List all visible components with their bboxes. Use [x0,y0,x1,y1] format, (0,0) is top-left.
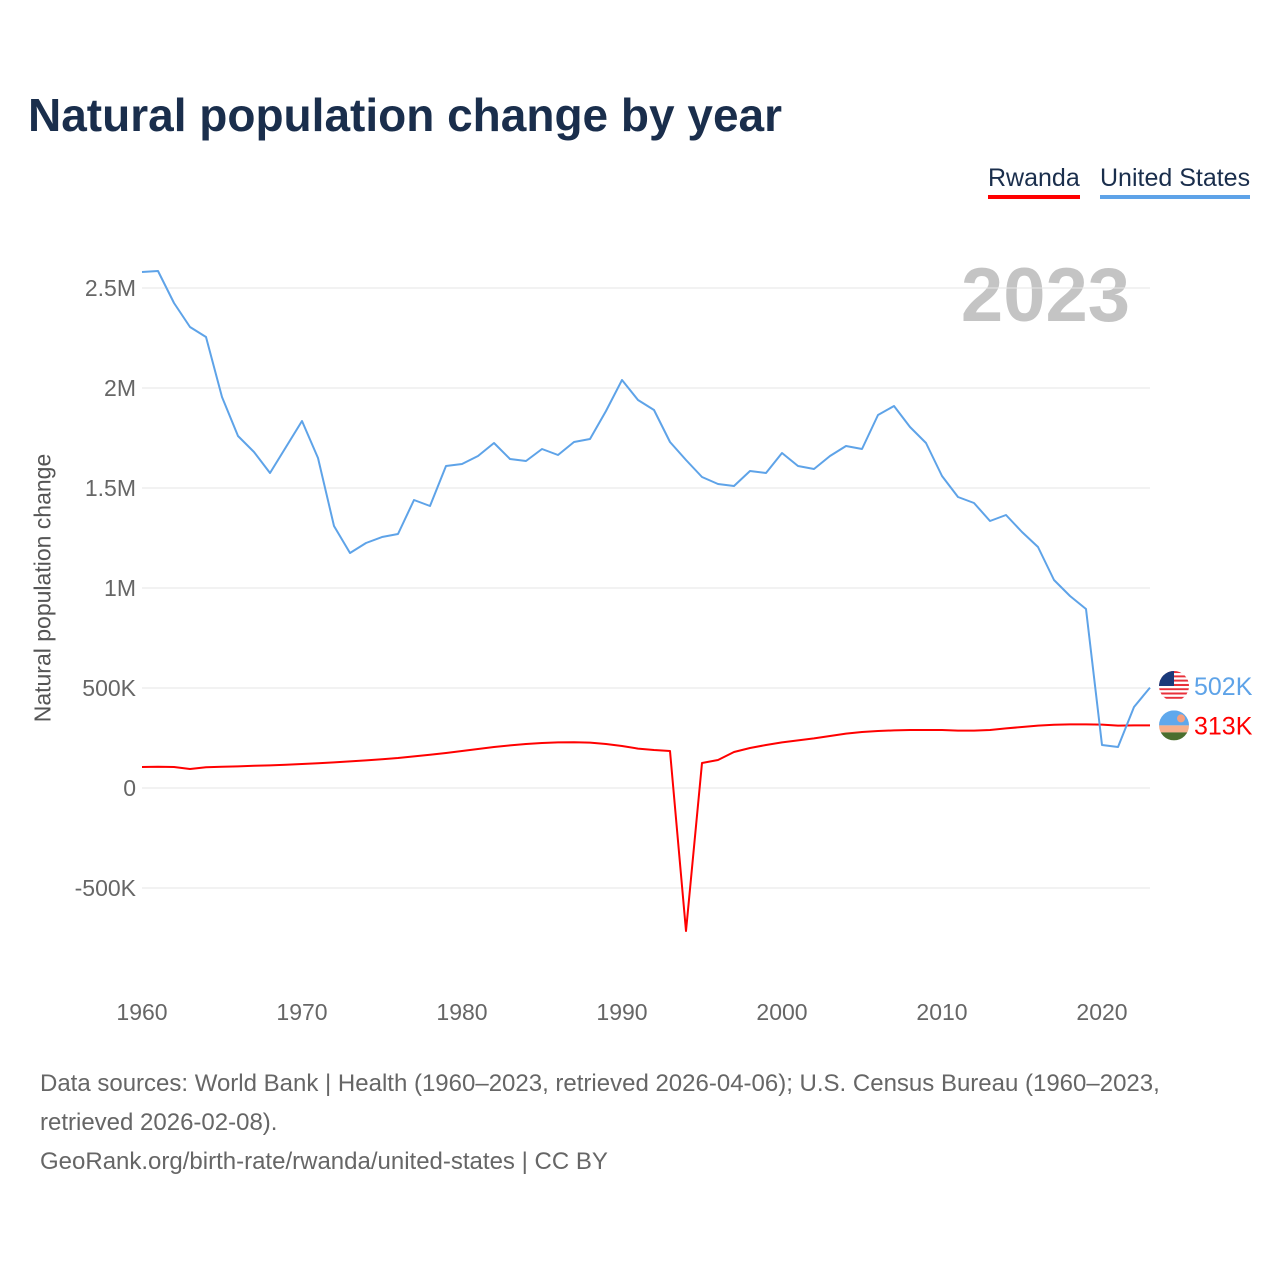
y-tick-label: 1M [104,575,136,601]
x-tick-label: 2000 [756,999,807,1025]
legend-rwanda[interactable]: Rwanda [988,164,1080,199]
x-tick-label: 2020 [1076,999,1127,1025]
y-tick-label: 1.5M [85,475,136,501]
y-tick-label: 2.5M [85,275,136,301]
y-tick-label: 2M [104,375,136,401]
y-tick-label: -500K [75,875,137,901]
credit-link[interactable]: GeoRank.org/birth-rate/rwanda/united-sta… [40,1148,608,1175]
data-sources: Data sources: World Bank | Health (1960–… [40,1070,1160,1136]
x-tick-label: 1990 [596,999,647,1025]
chart-title: Natural population change by year [28,89,783,141]
x-tick-label: 2010 [916,999,967,1025]
legend-united-states[interactable]: United States [1100,164,1251,199]
x-tick-label: 1960 [116,999,167,1025]
x-tick-label: 1970 [276,999,327,1025]
y-tick-label: 0 [123,775,136,801]
current-year-label: 2023 [960,253,1130,338]
end-value-label: 313K [1194,712,1253,740]
series-line-rwanda [141,723,1150,932]
us-flag-icon [1159,671,1189,701]
series-line-united-states [141,270,1151,748]
end-value-label: 502K [1194,673,1253,701]
y-tick-label: 500K [82,675,136,701]
x-tick-label: 1980 [436,999,487,1025]
rwanda-flag-icon [1159,710,1189,741]
